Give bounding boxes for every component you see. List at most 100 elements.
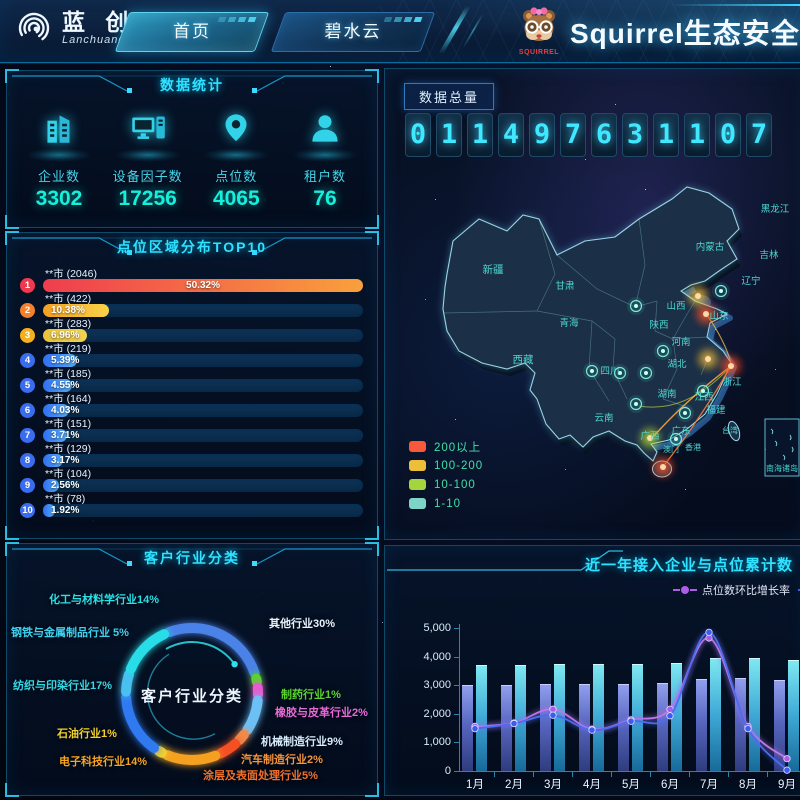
panel-header: 点位区域分布TOP10 (7, 233, 377, 263)
page-title: Squirrel生态安全云平台 (570, 18, 800, 49)
province-label: 台湾 (722, 425, 738, 435)
legend-label: 1-10 (434, 497, 462, 510)
counter-digit: 9 (529, 113, 555, 157)
map-legend-item[interactable]: 200以上 (409, 437, 483, 456)
donut-segment (251, 673, 262, 687)
bar-fill (43, 429, 67, 442)
trend-line (474, 631, 788, 771)
signal-logo-icon (18, 12, 50, 44)
x-tick-label: 8月 (739, 779, 757, 791)
panel-header: 客户行业分类 (7, 544, 377, 574)
legend-label: 点位数环比增长率 (702, 585, 790, 597)
map-panel: 南海诸岛 新疆 甘肃 青海 西藏 云南 四川 内蒙古 黑龙江 吉林 辽宁 山西 … (384, 68, 800, 540)
top10-city-label: **市 (164) (45, 393, 92, 405)
bar-track: 5.39% (43, 354, 363, 367)
pin-icon (225, 114, 247, 142)
x-tick (767, 772, 768, 777)
trend-legend-item[interactable]: 点位数环比增长率 (673, 582, 794, 598)
map-legend-item[interactable]: 10-100 (409, 475, 483, 494)
map-marker (618, 371, 622, 375)
donut-label: 钢铁与金属制品行业 5% (11, 627, 129, 639)
decor-streak (462, 14, 484, 48)
tab-home[interactable]: 首页 (114, 12, 270, 52)
top10-row: **市 (104) 9 2.56% (7, 467, 377, 493)
percent-label: 4.03% (51, 405, 80, 416)
province-label: 江西 (694, 392, 713, 403)
rank-badge: 4 (20, 353, 35, 368)
donut-segment (234, 729, 249, 745)
province-label: 甘肃 (555, 280, 574, 292)
trend-legend-item[interactable] (798, 582, 800, 598)
x-tick-label: 2月 (505, 779, 523, 791)
donut-segment (121, 692, 159, 753)
counter-digit: 1 (467, 113, 493, 157)
top10-row: **市 (129) 8 3.17% (7, 442, 377, 468)
bar-enterprises (462, 685, 473, 771)
bar-fill (43, 329, 88, 342)
building-icon (47, 115, 70, 143)
tab-bishuiyun[interactable]: 碧水云 (270, 12, 436, 52)
top10-row: **市 (219) 4 5.39% (7, 342, 377, 368)
donut-segment (242, 695, 263, 735)
top10-row: **市 (185) 5 4.55% (7, 367, 377, 393)
top10-row: **市 (151) 7 3.71% (7, 417, 377, 443)
icon-pedestal (115, 148, 180, 162)
trend-panel: 近一年接入企业与点位累计数 点位数环比增长率 0 1,000 2,000 3,000 4… (384, 545, 800, 796)
donut-label: 纺织与印染行业17% (13, 680, 113, 692)
stat-label: 企业数 (37, 169, 80, 184)
y-tick-label: 4,000 (423, 650, 451, 663)
province-label: 新疆 (483, 263, 504, 276)
x-tick-label: 4月 (583, 779, 601, 791)
y-tick (454, 713, 459, 715)
counter-digit: 7 (746, 113, 772, 157)
brand-name: 蓝 创 (62, 9, 136, 35)
donut-label: 其他行业30% (269, 618, 336, 630)
province-label: 澳门 (663, 444, 679, 454)
counter-digit: 0 (715, 113, 741, 157)
y-tick-label: 2,000 (423, 707, 451, 720)
bar-track: 50.32% (43, 279, 363, 292)
bar-track: 3.71% (43, 429, 363, 442)
donut-label: 电子科技行业14% (59, 756, 148, 768)
donut-segment (125, 629, 170, 674)
legend-dot (681, 586, 689, 594)
province-label: 黑龙江 (761, 203, 790, 215)
china-map: 南海诸岛 新疆 甘肃 青海 西藏 云南 四川 内蒙古 黑龙江 吉林 辽宁 山西 … (442, 186, 800, 479)
legend-label: 10-100 (434, 478, 476, 491)
trend-legend[interactable]: 点位数环比增长率 (673, 582, 800, 598)
device-icon (131, 116, 165, 139)
x-tick-label: 5月 (622, 779, 640, 791)
percent-label: 1.92% (51, 505, 80, 516)
squirrel-mascot: SQUIRREL (516, 4, 562, 62)
bar-enterprises (696, 678, 707, 771)
legend-swatch (409, 479, 426, 490)
top10-row: **市 (422) 2 10.38% (7, 292, 377, 318)
top10-row: **市 (283) 3 6.96% (7, 317, 377, 343)
bar-track: 10.38% (43, 304, 363, 317)
bar-track: 6.96% (43, 329, 363, 342)
map-marker (644, 371, 648, 375)
top10-row: **市 (164) 6 4.03% (7, 392, 377, 418)
province-label: 四川 (600, 366, 619, 377)
top10-list: **市 (2046) 1 50.32% **市 (422) 2 10.38% **市 (28… (7, 263, 377, 518)
bar-fill (43, 354, 78, 367)
line-point (549, 711, 557, 719)
map-legend-item[interactable]: 1-10 (409, 494, 483, 513)
bar-sites (788, 659, 799, 771)
x-tick-label: 9月 (778, 779, 796, 791)
map-legend-item[interactable]: 100-200 (409, 456, 483, 475)
tab-home-label: 首页 (173, 22, 211, 41)
donut-label: 橡胶与皮革行业2% (275, 707, 368, 719)
y-tick (454, 628, 459, 629)
stat-enterprises: 企业数 3302 (15, 107, 103, 211)
map-markers (583, 282, 743, 479)
counter-digit: 1 (684, 113, 710, 157)
bar-track: 4.03% (43, 404, 363, 417)
bar-sites (515, 664, 526, 771)
y-tick (454, 742, 459, 744)
icon-pedestal (292, 148, 357, 162)
trend-line (474, 637, 788, 760)
percent-label: 3.71% (51, 430, 80, 441)
stat-device-factors: 设备因子数 17256 (104, 107, 192, 211)
province-label: 山东 (709, 310, 728, 322)
